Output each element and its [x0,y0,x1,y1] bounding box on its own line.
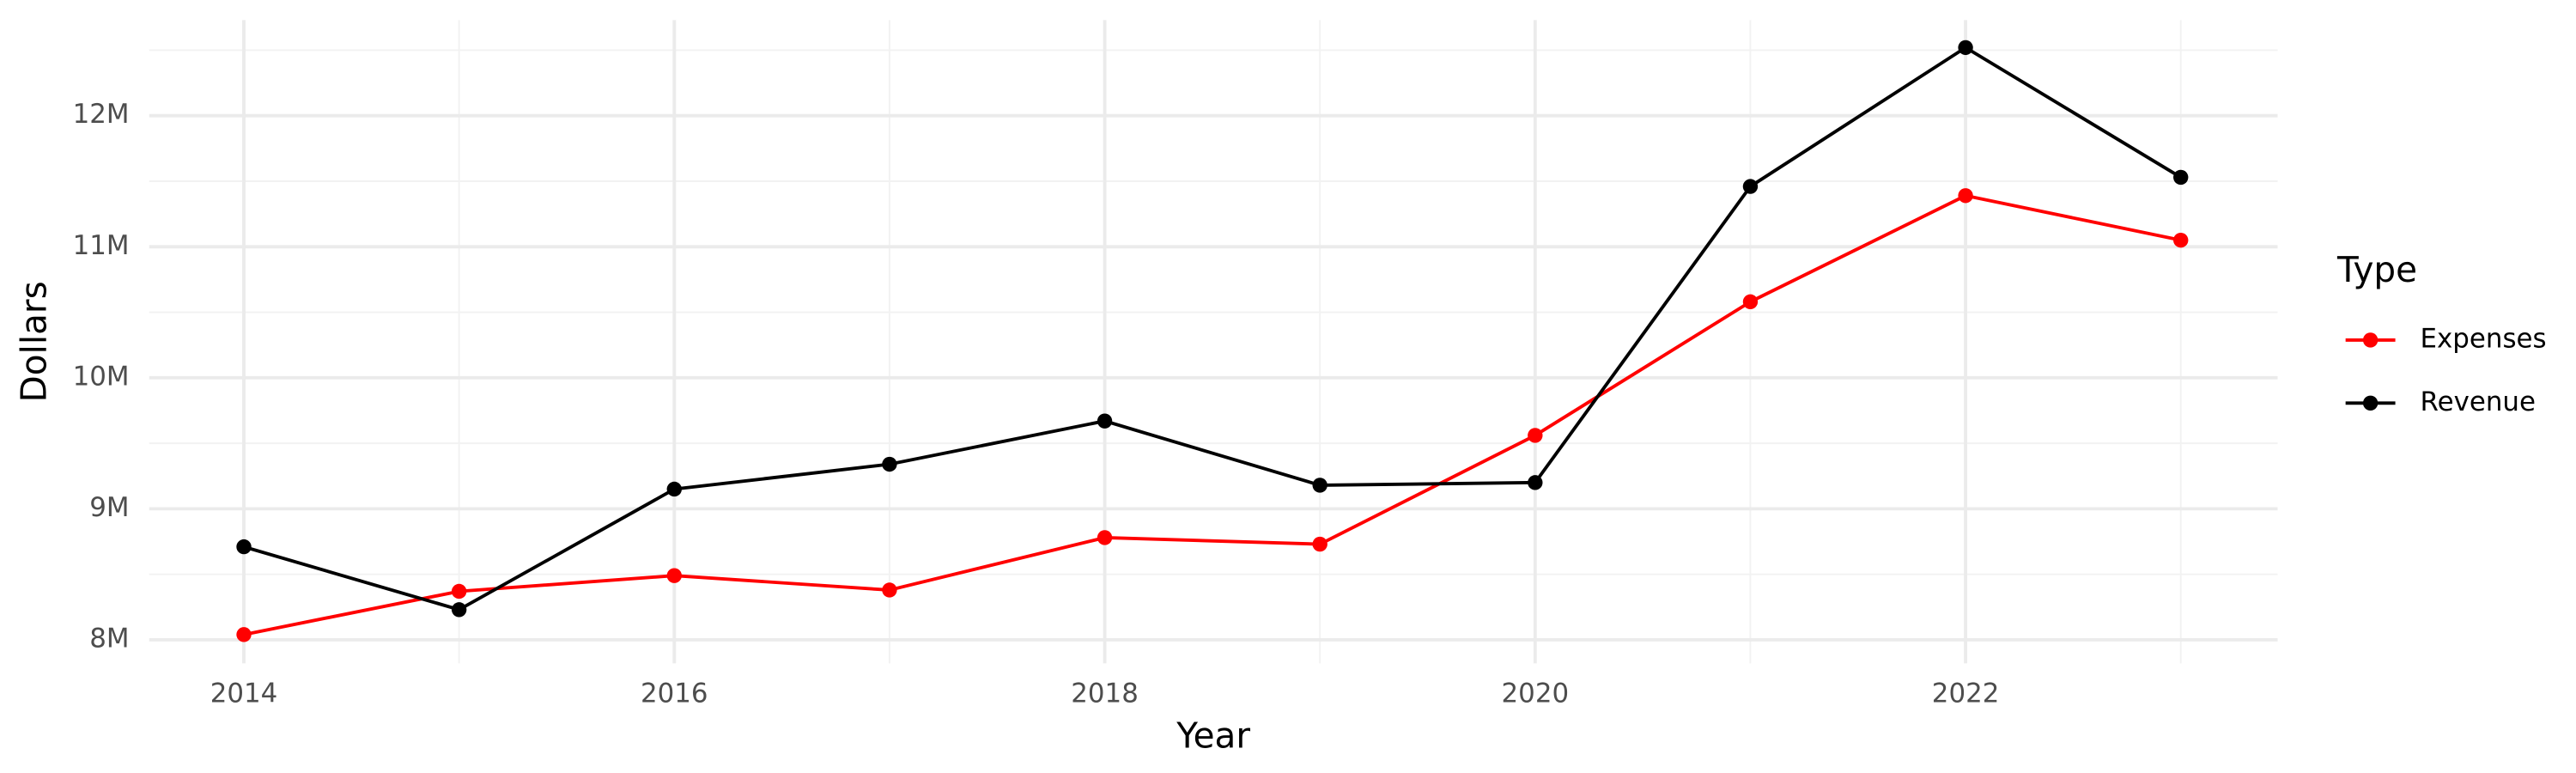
data-point [1097,413,1113,429]
data-point [1528,475,1543,490]
data-point [666,568,682,583]
y-tick-label: 12M [73,99,130,130]
data-point [1312,536,1327,552]
data-point [451,583,467,600]
y-axis-label: Dollars [13,281,54,402]
legend-marker [2362,332,2379,348]
x-tick-label: 2014 [210,679,278,709]
data-point [1958,188,1973,204]
data-point [2173,169,2189,186]
legend-label: Expenses [2421,323,2547,354]
data-point [451,602,467,618]
series-line [243,46,2182,612]
data-point [1958,40,1973,56]
data-point [2173,232,2189,248]
x-tick-label: 2018 [1071,679,1139,709]
series-line [243,193,2182,636]
legend-label: Revenue [2421,386,2536,417]
legend-title: Type [2336,249,2417,290]
y-tick-label: 8M [89,623,129,654]
data-point [236,627,252,642]
y-tick-label: 9M [89,492,129,523]
data-point [882,582,897,598]
y-tick-label: 11M [73,230,130,261]
data-point [1528,428,1543,443]
data-point [1097,530,1113,545]
x-tick-label: 2020 [1502,679,1570,709]
data-point [1742,294,1759,310]
data-point [1742,179,1759,194]
x-tick-label: 2022 [1932,679,2000,709]
x-axis-label: Year [1176,715,1250,756]
x-tick-label: 2016 [641,679,708,709]
data-point [666,481,682,497]
data-point [236,539,252,555]
legend-marker [2362,395,2379,411]
data-point [882,456,897,472]
data-point [1312,478,1327,493]
y-tick-label: 10M [73,361,130,392]
